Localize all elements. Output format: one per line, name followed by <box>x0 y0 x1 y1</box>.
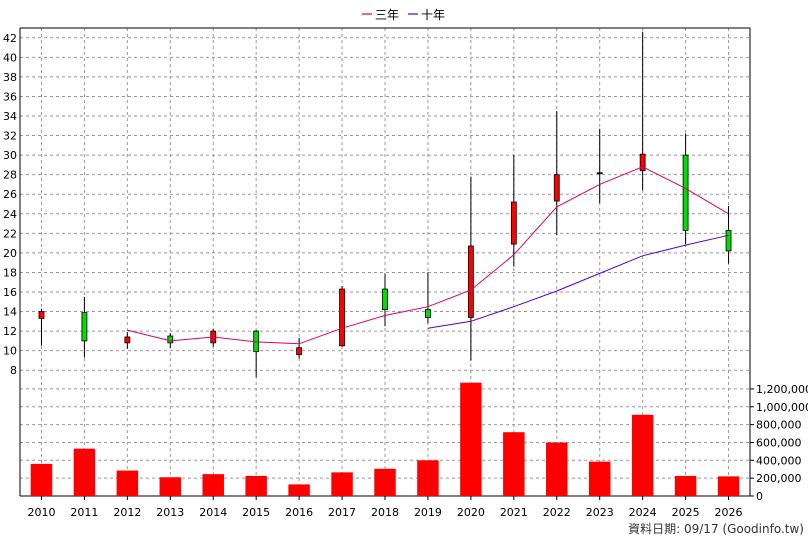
price-tick-label: 14 <box>3 306 17 319</box>
candle-body <box>81 312 88 342</box>
volume-bar <box>374 468 396 496</box>
volume-bar <box>546 442 568 496</box>
candlesticks <box>38 31 732 378</box>
price-tick-label: 40 <box>3 51 17 64</box>
price-tick-label: 38 <box>3 71 17 84</box>
x-tick-label: 2026 <box>715 506 743 519</box>
volume-tick-label: 0 <box>756 490 763 503</box>
volume-bars <box>30 382 740 496</box>
price-tick-label: 26 <box>3 188 17 201</box>
axis-labels: 810121416182022242628303234363840420200,… <box>3 32 808 519</box>
candle-body <box>425 309 431 318</box>
candle-body <box>467 245 474 318</box>
x-tick-label: 2010 <box>27 506 55 519</box>
volume-bar <box>674 475 697 496</box>
price-tick-label: 22 <box>3 227 17 240</box>
candle-body <box>725 229 732 252</box>
candle-body <box>639 153 646 172</box>
volume-bar <box>631 414 654 496</box>
volume-bar <box>588 461 611 496</box>
volume-bar <box>288 484 310 496</box>
price-tick-label: 36 <box>3 90 17 103</box>
x-tick-label: 2015 <box>242 506 270 519</box>
volume-bar <box>417 460 439 496</box>
volume-bar <box>460 382 482 496</box>
candle-body <box>596 172 603 175</box>
volume-tick-label: 200,000 <box>756 472 802 485</box>
candle-body <box>38 311 45 319</box>
volume-bar <box>245 475 267 496</box>
candle-body <box>296 347 303 355</box>
candle-body <box>382 288 388 311</box>
price-tick-label: 8 <box>10 364 17 377</box>
volume-tick-label: 1,000,000 <box>756 401 808 414</box>
volume-bar <box>717 476 740 496</box>
x-tick-label: 2018 <box>371 506 399 519</box>
candle-body <box>124 336 131 344</box>
candle-body <box>682 154 689 231</box>
volume-bar <box>202 474 224 496</box>
price-tick-label: 34 <box>3 110 17 123</box>
price-tick-label: 18 <box>3 266 17 279</box>
price-tick-label: 30 <box>3 149 17 162</box>
legend: 三年 十年 <box>362 8 445 22</box>
volume-tick-label: 800,000 <box>756 419 802 432</box>
volume-bar <box>503 432 525 496</box>
candle-body <box>510 201 517 245</box>
candle-body <box>553 174 560 202</box>
candle-body <box>339 288 345 347</box>
volume-bar <box>116 470 139 496</box>
ma-line-0 <box>127 166 729 345</box>
data-date-footer: 資料日期: 09/17 (Goodinfo.tw) <box>628 522 804 536</box>
x-tick-label: 2012 <box>113 506 141 519</box>
price-tick-label: 42 <box>3 32 17 45</box>
candle-body <box>167 335 174 344</box>
price-tick-label: 16 <box>3 286 17 299</box>
price-tick-label: 32 <box>3 130 17 143</box>
x-tick-label: 2022 <box>543 506 571 519</box>
x-tick-label: 2025 <box>672 506 700 519</box>
x-tick-label: 2023 <box>586 506 614 519</box>
grid-layer <box>20 28 750 497</box>
legend-label: 十年 <box>421 8 445 22</box>
x-tick-label: 2016 <box>285 506 313 519</box>
legend-label: 三年 <box>375 8 399 22</box>
x-tick-label: 2017 <box>328 506 356 519</box>
volume-bar <box>30 463 53 496</box>
moving-average-lines <box>127 166 729 345</box>
volume-bar <box>73 448 96 496</box>
x-tick-label: 2014 <box>199 506 227 519</box>
x-tick-label: 2019 <box>414 506 442 519</box>
price-tick-label: 12 <box>3 325 17 338</box>
x-tick-label: 2011 <box>70 506 98 519</box>
volume-bar <box>159 477 182 496</box>
price-tick-label: 10 <box>3 345 17 358</box>
price-tick-label: 28 <box>3 169 17 182</box>
volume-tick-label: 600,000 <box>756 436 802 449</box>
price-tick-label: 24 <box>3 208 17 221</box>
volume-bar <box>331 472 353 496</box>
x-tick-label: 2013 <box>156 506 184 519</box>
volume-tick-label: 400,000 <box>756 454 802 467</box>
ma-line-1 <box>427 234 729 329</box>
price-tick-label: 20 <box>3 247 17 260</box>
x-tick-label: 2020 <box>457 506 485 519</box>
volume-tick-label: 1,200,000 <box>756 383 808 396</box>
x-tick-label: 2024 <box>629 506 657 519</box>
x-tick-label: 2021 <box>500 506 528 519</box>
